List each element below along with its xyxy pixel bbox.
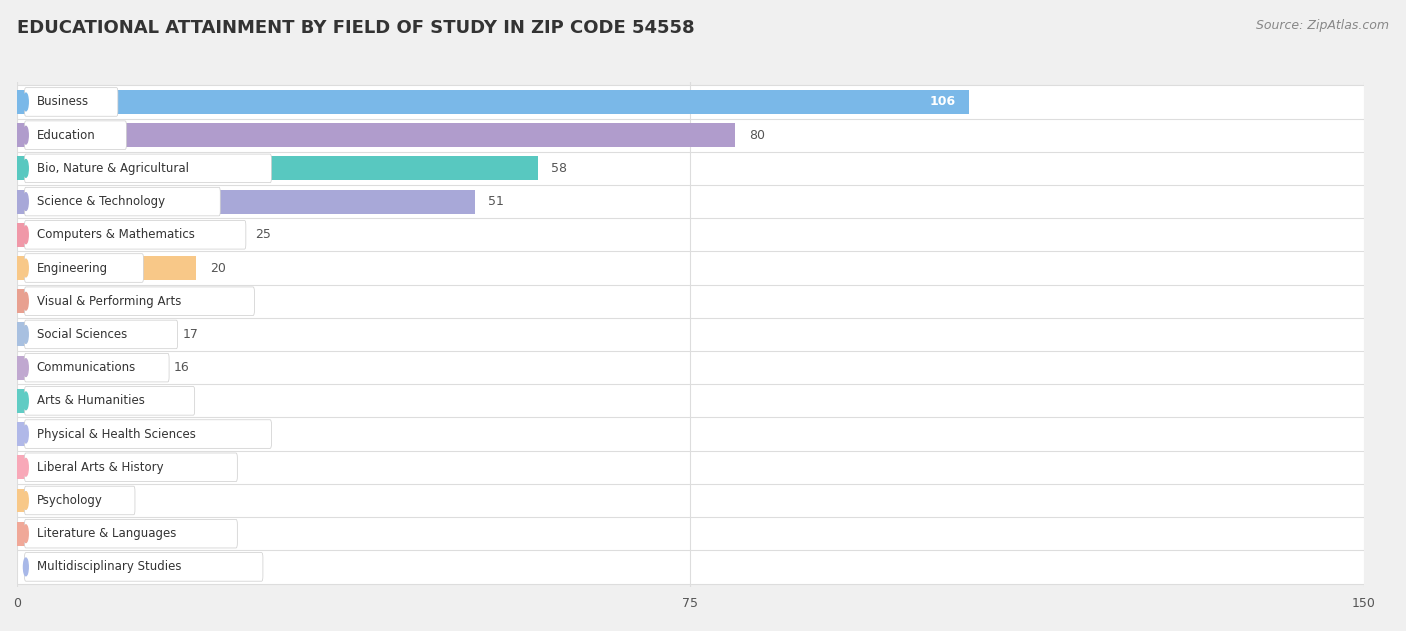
Circle shape (24, 459, 28, 476)
Circle shape (24, 192, 28, 210)
FancyBboxPatch shape (24, 121, 127, 150)
Text: Social Sciences: Social Sciences (37, 328, 127, 341)
Text: Liberal Arts & History: Liberal Arts & History (37, 461, 163, 474)
FancyBboxPatch shape (17, 451, 1364, 484)
Bar (17, 322, 170, 346)
Text: 4: 4 (66, 494, 75, 507)
FancyBboxPatch shape (17, 484, 1364, 517)
Circle shape (24, 525, 28, 543)
Text: 106: 106 (929, 95, 955, 109)
FancyBboxPatch shape (24, 220, 246, 249)
Text: Literature & Languages: Literature & Languages (37, 527, 176, 540)
Bar (17, 488, 53, 512)
Bar (17, 522, 53, 546)
Text: Communications: Communications (37, 361, 136, 374)
FancyBboxPatch shape (17, 218, 1364, 251)
Text: Visual & Performing Arts: Visual & Performing Arts (37, 295, 181, 308)
Bar (17, 356, 160, 380)
FancyBboxPatch shape (24, 519, 238, 548)
Text: Engineering: Engineering (37, 261, 108, 274)
FancyBboxPatch shape (17, 351, 1364, 384)
FancyBboxPatch shape (17, 285, 1364, 318)
Text: 80: 80 (749, 129, 765, 142)
FancyBboxPatch shape (24, 453, 238, 481)
Text: Source: ZipAtlas.com: Source: ZipAtlas.com (1256, 19, 1389, 32)
FancyBboxPatch shape (24, 320, 177, 349)
Circle shape (24, 259, 28, 277)
FancyBboxPatch shape (24, 387, 194, 415)
Text: Education: Education (37, 129, 96, 142)
FancyBboxPatch shape (17, 318, 1364, 351)
FancyBboxPatch shape (17, 384, 1364, 418)
Text: 20: 20 (209, 261, 226, 274)
Bar (17, 389, 152, 413)
Bar (17, 289, 197, 313)
Text: 8: 8 (103, 428, 110, 440)
Text: Business: Business (37, 95, 89, 109)
Circle shape (24, 425, 28, 443)
Bar (17, 156, 537, 180)
Circle shape (24, 226, 28, 244)
FancyBboxPatch shape (17, 418, 1364, 451)
FancyBboxPatch shape (24, 287, 254, 316)
Text: 16: 16 (174, 361, 190, 374)
Circle shape (24, 326, 28, 343)
Bar (17, 256, 197, 280)
Text: Physical & Health Sciences: Physical & Health Sciences (37, 428, 195, 440)
Circle shape (24, 93, 28, 111)
Bar (17, 422, 89, 446)
Bar (17, 123, 735, 147)
Circle shape (24, 392, 28, 410)
Text: Science & Technology: Science & Technology (37, 195, 165, 208)
Text: Bio, Nature & Agricultural: Bio, Nature & Agricultural (37, 162, 188, 175)
FancyBboxPatch shape (24, 420, 271, 449)
FancyBboxPatch shape (24, 353, 169, 382)
Text: 15: 15 (165, 394, 181, 408)
Bar (17, 90, 969, 114)
FancyBboxPatch shape (17, 251, 1364, 285)
Circle shape (24, 126, 28, 144)
Text: Multidisciplinary Studies: Multidisciplinary Studies (37, 560, 181, 574)
FancyBboxPatch shape (17, 152, 1364, 185)
Circle shape (24, 292, 28, 310)
FancyBboxPatch shape (17, 119, 1364, 152)
Text: EDUCATIONAL ATTAINMENT BY FIELD OF STUDY IN ZIP CODE 54558: EDUCATIONAL ATTAINMENT BY FIELD OF STUDY… (17, 19, 695, 37)
FancyBboxPatch shape (24, 88, 118, 116)
FancyBboxPatch shape (17, 185, 1364, 218)
FancyBboxPatch shape (24, 553, 263, 581)
FancyBboxPatch shape (17, 517, 1364, 550)
Text: 25: 25 (254, 228, 271, 241)
Text: 4: 4 (66, 527, 75, 540)
Text: Psychology: Psychology (37, 494, 103, 507)
FancyBboxPatch shape (24, 154, 271, 182)
Bar (17, 456, 89, 479)
Text: Arts & Humanities: Arts & Humanities (37, 394, 145, 408)
FancyBboxPatch shape (17, 85, 1364, 119)
Text: 17: 17 (183, 328, 198, 341)
Circle shape (24, 492, 28, 509)
Text: 58: 58 (551, 162, 567, 175)
Text: 20: 20 (209, 295, 226, 308)
Text: 8: 8 (103, 461, 110, 474)
Text: 51: 51 (488, 195, 505, 208)
Circle shape (24, 359, 28, 377)
Text: Computers & Mathematics: Computers & Mathematics (37, 228, 194, 241)
FancyBboxPatch shape (24, 254, 143, 282)
FancyBboxPatch shape (24, 487, 135, 515)
Circle shape (24, 160, 28, 177)
FancyBboxPatch shape (17, 550, 1364, 584)
Bar (17, 223, 242, 247)
FancyBboxPatch shape (24, 187, 221, 216)
Bar (17, 190, 475, 213)
Text: 0: 0 (31, 560, 38, 574)
Circle shape (24, 558, 28, 575)
